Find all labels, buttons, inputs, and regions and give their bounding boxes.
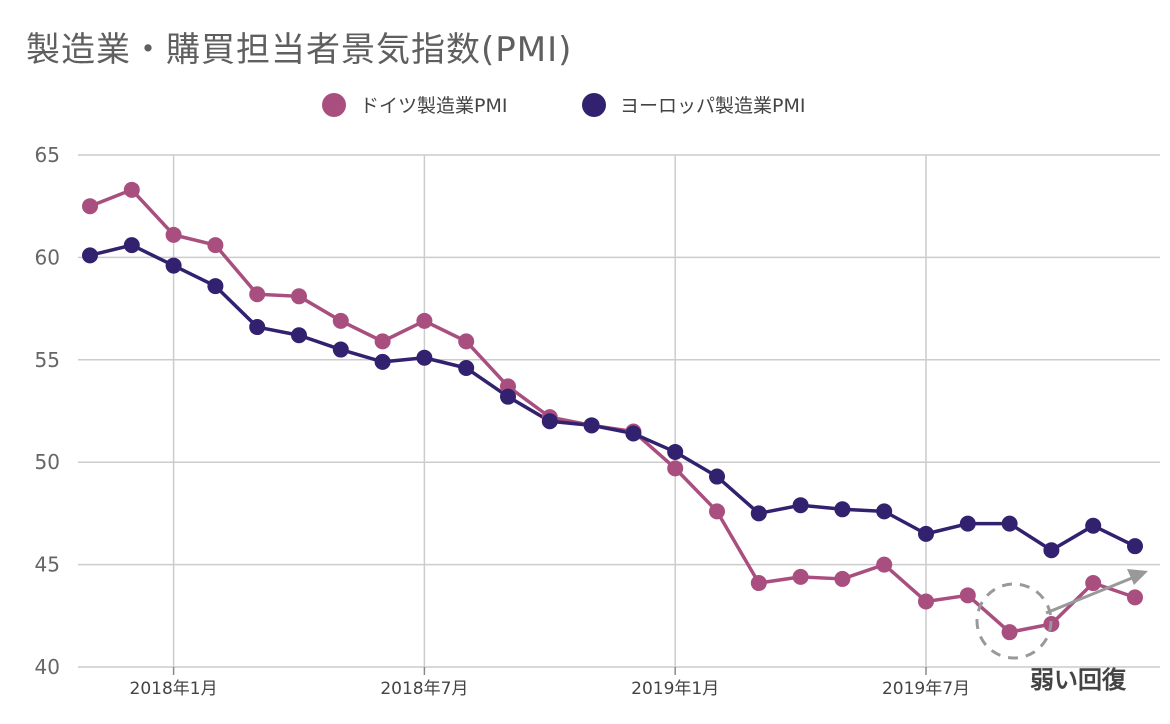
y-tick-label: 60 xyxy=(35,245,60,269)
data-point-series-2 xyxy=(918,525,934,542)
x-tick-label: 2018年1月 xyxy=(130,679,218,699)
data-point-series-2 xyxy=(541,413,558,430)
data-point-series-2 xyxy=(249,319,266,336)
y-tick-label: 55 xyxy=(35,348,60,372)
y-axis-ticks: 40 45 50 55 60 65 xyxy=(35,143,60,679)
legend-marker-1 xyxy=(322,93,346,117)
data-point-series-1 xyxy=(291,288,307,305)
data-point-series-1 xyxy=(959,587,976,604)
data-point-series-1 xyxy=(876,556,893,573)
data-point-series-2 xyxy=(834,501,851,518)
data-point-series-1 xyxy=(1085,575,1102,592)
data-point-series-1 xyxy=(667,460,684,477)
x-axis-ticks: 2018年1月 2018年7月 2019年1月 2019年7月 xyxy=(130,679,970,699)
data-point-series-2 xyxy=(667,443,684,460)
legend-label-2: ヨーロッパ製造業PMI xyxy=(620,95,805,117)
data-point-series-2 xyxy=(374,353,391,370)
data-point-series-2 xyxy=(1043,542,1060,559)
legend-label-1: ドイツ製造業PMI xyxy=(360,95,507,117)
data-point-series-1 xyxy=(249,286,266,303)
x-tick-label: 2019年7月 xyxy=(882,679,970,699)
data-point-series-1 xyxy=(458,333,475,350)
data-point-series-2 xyxy=(792,497,809,514)
data-point-series-1 xyxy=(792,568,809,585)
dashed-circle-highlight xyxy=(975,582,1053,660)
data-point-series-1 xyxy=(1001,624,1018,641)
data-point-series-1 xyxy=(709,503,725,520)
data-point-series-1 xyxy=(416,312,433,329)
annotation-label: 弱い回復 xyxy=(1030,666,1127,694)
data-point-series-1 xyxy=(207,237,224,254)
data-point-series-1 xyxy=(82,198,98,215)
data-point-series-2 xyxy=(458,359,475,376)
data-point-series-1 xyxy=(1127,589,1143,606)
data-point-series-2 xyxy=(1085,517,1102,534)
data-point-series-2 xyxy=(750,505,767,522)
data-point-series-1 xyxy=(834,570,851,587)
data-point-series-2 xyxy=(1127,538,1143,555)
series-line-2 xyxy=(89,243,1136,553)
data-point-series-2 xyxy=(416,349,433,366)
data-point-series-1 xyxy=(918,593,934,610)
data-point-series-1 xyxy=(123,181,140,198)
series-line-1 xyxy=(89,188,1136,634)
data-point-series-1 xyxy=(165,226,182,243)
grid-lines xyxy=(78,154,1160,675)
data-point-series-2 xyxy=(123,237,140,254)
y-tick-label: 65 xyxy=(35,143,60,167)
data-point-series-2 xyxy=(709,468,725,485)
data-point-series-2 xyxy=(959,515,976,532)
data-point-series-2 xyxy=(876,503,893,520)
data-point-series-2 xyxy=(1001,515,1018,532)
data-point-series-2 xyxy=(583,417,600,434)
legend: ドイツ製造業PMI ヨーロッパ製造業PMI xyxy=(322,93,805,117)
recovery-arrow-line xyxy=(1045,576,1133,615)
series-group xyxy=(82,181,1143,641)
legend-marker-2 xyxy=(582,93,606,117)
recovery-arrow-head xyxy=(1127,569,1148,585)
y-tick-label: 50 xyxy=(35,450,60,474)
x-tick-label: 2019年1月 xyxy=(631,679,719,699)
data-point-series-2 xyxy=(500,388,516,405)
x-tick-label: 2018年7月 xyxy=(380,679,468,699)
data-point-series-2 xyxy=(332,341,349,358)
annotation: 弱い回復 xyxy=(975,569,1148,694)
data-point-series-1 xyxy=(750,575,767,592)
data-point-series-2 xyxy=(165,257,182,274)
data-point-series-1 xyxy=(332,312,349,329)
y-tick-label: 40 xyxy=(35,655,60,679)
data-point-series-1 xyxy=(374,333,391,350)
data-point-series-2 xyxy=(291,327,307,344)
data-point-series-2 xyxy=(625,425,642,442)
data-point-series-2 xyxy=(82,247,98,264)
data-point-series-2 xyxy=(207,278,224,295)
y-tick-label: 45 xyxy=(35,553,60,577)
chart-title: 製造業・購買担当者景気指数(PMI) xyxy=(26,30,573,70)
